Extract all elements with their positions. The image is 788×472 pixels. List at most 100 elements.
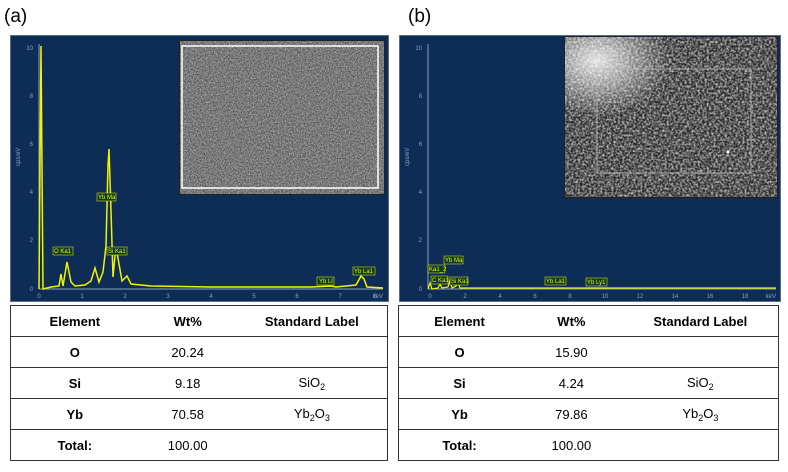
x-tick-label: 18	[742, 294, 749, 300]
element-cell: Total:	[57, 437, 93, 453]
header-wt: Wt%	[520, 305, 623, 337]
peak-label: O Ka1	[54, 249, 72, 255]
sem-micrograph-a	[179, 40, 385, 195]
formula-subscript: 2	[309, 412, 315, 423]
x-axis-unit: keV	[766, 294, 776, 300]
wt-cell: 70.58	[138, 398, 237, 430]
x-tick-label: 8	[568, 294, 572, 300]
peak-label: Yb La1	[354, 269, 374, 275]
formula-subscript: 2	[320, 381, 326, 392]
x-tick-label: 7	[338, 294, 342, 300]
peak-label: Si Ka1	[451, 279, 469, 285]
x-tick-label: 0	[37, 294, 41, 300]
x-tick-label: 0	[428, 294, 432, 300]
table-row: Yb 79.86 Yb2O3	[398, 398, 779, 430]
table-row: Si 4.24 SiO2	[398, 367, 779, 399]
formula-subscript: 2	[698, 412, 704, 423]
x-tick-label: 6	[533, 294, 537, 300]
formula-tail: O	[703, 405, 714, 421]
y-tick-label: 2	[419, 238, 423, 244]
formula-base: SiO	[298, 374, 321, 390]
wt-cell: 9.18	[138, 367, 237, 399]
peak-label-box	[585, 277, 608, 287]
wt-cell: 100.00	[167, 437, 208, 453]
table-row: Yb 70.58 Yb2O3	[10, 398, 388, 430]
element-cell: Yb	[398, 398, 521, 430]
element-cell: Si	[10, 367, 139, 399]
standard-cell	[236, 336, 388, 368]
y-tick-label: 0	[419, 287, 423, 293]
y-tick-label: 10	[415, 46, 422, 52]
x-tick-label: 14	[672, 294, 679, 300]
panel-label-a: (a)	[4, 6, 28, 27]
y-tick-label: 6	[419, 142, 423, 148]
peak-label-box	[316, 276, 335, 286]
peak-label-box	[106, 246, 128, 256]
composition-table-a: Element Wt% Standard Label O 20.24 Si 9.…	[10, 305, 388, 461]
x-tick-label: 10	[602, 294, 609, 300]
formula-subscript: 3	[713, 412, 719, 423]
y-tick-label: 8	[30, 94, 34, 100]
y-axis-label: cps/eV	[16, 148, 22, 166]
spectrum-trace	[38, 45, 384, 290]
panel-label-b: (b)	[408, 6, 432, 27]
selection-rectangle	[181, 45, 379, 189]
peak-label-box	[443, 255, 464, 265]
peak-label: Yb Ly1	[587, 280, 606, 286]
standard-cell	[237, 430, 388, 461]
peak-label: Yb Ma	[445, 258, 463, 264]
y-tick-label: 10	[26, 46, 33, 52]
spectrum-b-plot: 0 2 4 6 8 10 cps/eV 0 2 4 6 8 10 12 14 1…	[405, 44, 776, 300]
formula-base: Yb	[293, 405, 310, 421]
header-element: Element	[10, 305, 139, 337]
table-row: Total: 100.00	[399, 430, 779, 461]
peak-label: C Ka1	[432, 278, 449, 284]
peak-label-box	[427, 264, 446, 274]
table-row: Si 9.18 SiO2	[10, 367, 388, 399]
table-header-row: Element Wt% Standard Label	[398, 305, 779, 337]
element-cell: O	[10, 336, 139, 368]
formula-subscript: 2	[708, 381, 714, 392]
sem-micrograph-b	[564, 36, 778, 198]
formula-base: SiO	[687, 374, 709, 390]
table-row: Total: 100.00	[11, 430, 388, 461]
y-tick-label: 6	[30, 142, 34, 148]
standard-cell	[622, 336, 779, 368]
element-cell: Yb	[10, 398, 139, 430]
peak-label: Si Ka1	[108, 249, 126, 255]
element-cell: Si	[398, 367, 521, 399]
header-element: Element	[398, 305, 521, 337]
spectrum-a-plot: 0 2 4 6 8 10 cps/eV 0 1 2 3 4 5 6 7 8 ke…	[16, 44, 384, 300]
standard-cell	[623, 430, 779, 461]
x-tick-label: 3	[166, 294, 170, 300]
x-tick-label: 1	[80, 294, 84, 300]
x-tick-label: 2	[123, 294, 127, 300]
standard-cell: Yb2O3	[622, 398, 779, 430]
x-tick-label: 4	[209, 294, 213, 300]
y-tick-label: 8	[419, 94, 423, 100]
x-axis-unit: keV	[373, 294, 383, 300]
standard-cell: SiO2	[236, 367, 388, 399]
peak-label-box	[544, 276, 567, 286]
y-tick-label: 0	[30, 287, 34, 293]
wt-cell: 4.24	[520, 367, 623, 399]
standard-cell: SiO2	[622, 367, 779, 399]
eds-spectrum-b: 0 2 4 6 8 10 cps/eV 0 2 4 6 8 10 12 14 1…	[399, 35, 781, 302]
element-cell: O	[398, 336, 521, 368]
peak-label-box	[430, 275, 449, 285]
element-cell: Total:	[442, 437, 477, 453]
table-row: O 15.90	[398, 336, 779, 368]
composition-table-b: Element Wt% Standard Label O 15.90 Si 4.…	[398, 305, 779, 461]
x-tick-label: 5	[252, 294, 256, 300]
formula-subscript: 3	[324, 412, 330, 423]
peak-label-box	[449, 276, 469, 286]
wt-cell: 100.00	[551, 437, 592, 453]
x-tick-label: 4	[498, 294, 502, 300]
header-standard-label: Standard Label	[236, 305, 388, 337]
header-standard-label: Standard Label	[622, 305, 779, 337]
header-wt: Wt%	[138, 305, 237, 337]
wt-cell: 79.86	[520, 398, 623, 430]
x-tick-label: 12	[637, 294, 644, 300]
standard-cell: Yb2O3	[236, 398, 388, 430]
selection-rectangle	[596, 68, 752, 174]
